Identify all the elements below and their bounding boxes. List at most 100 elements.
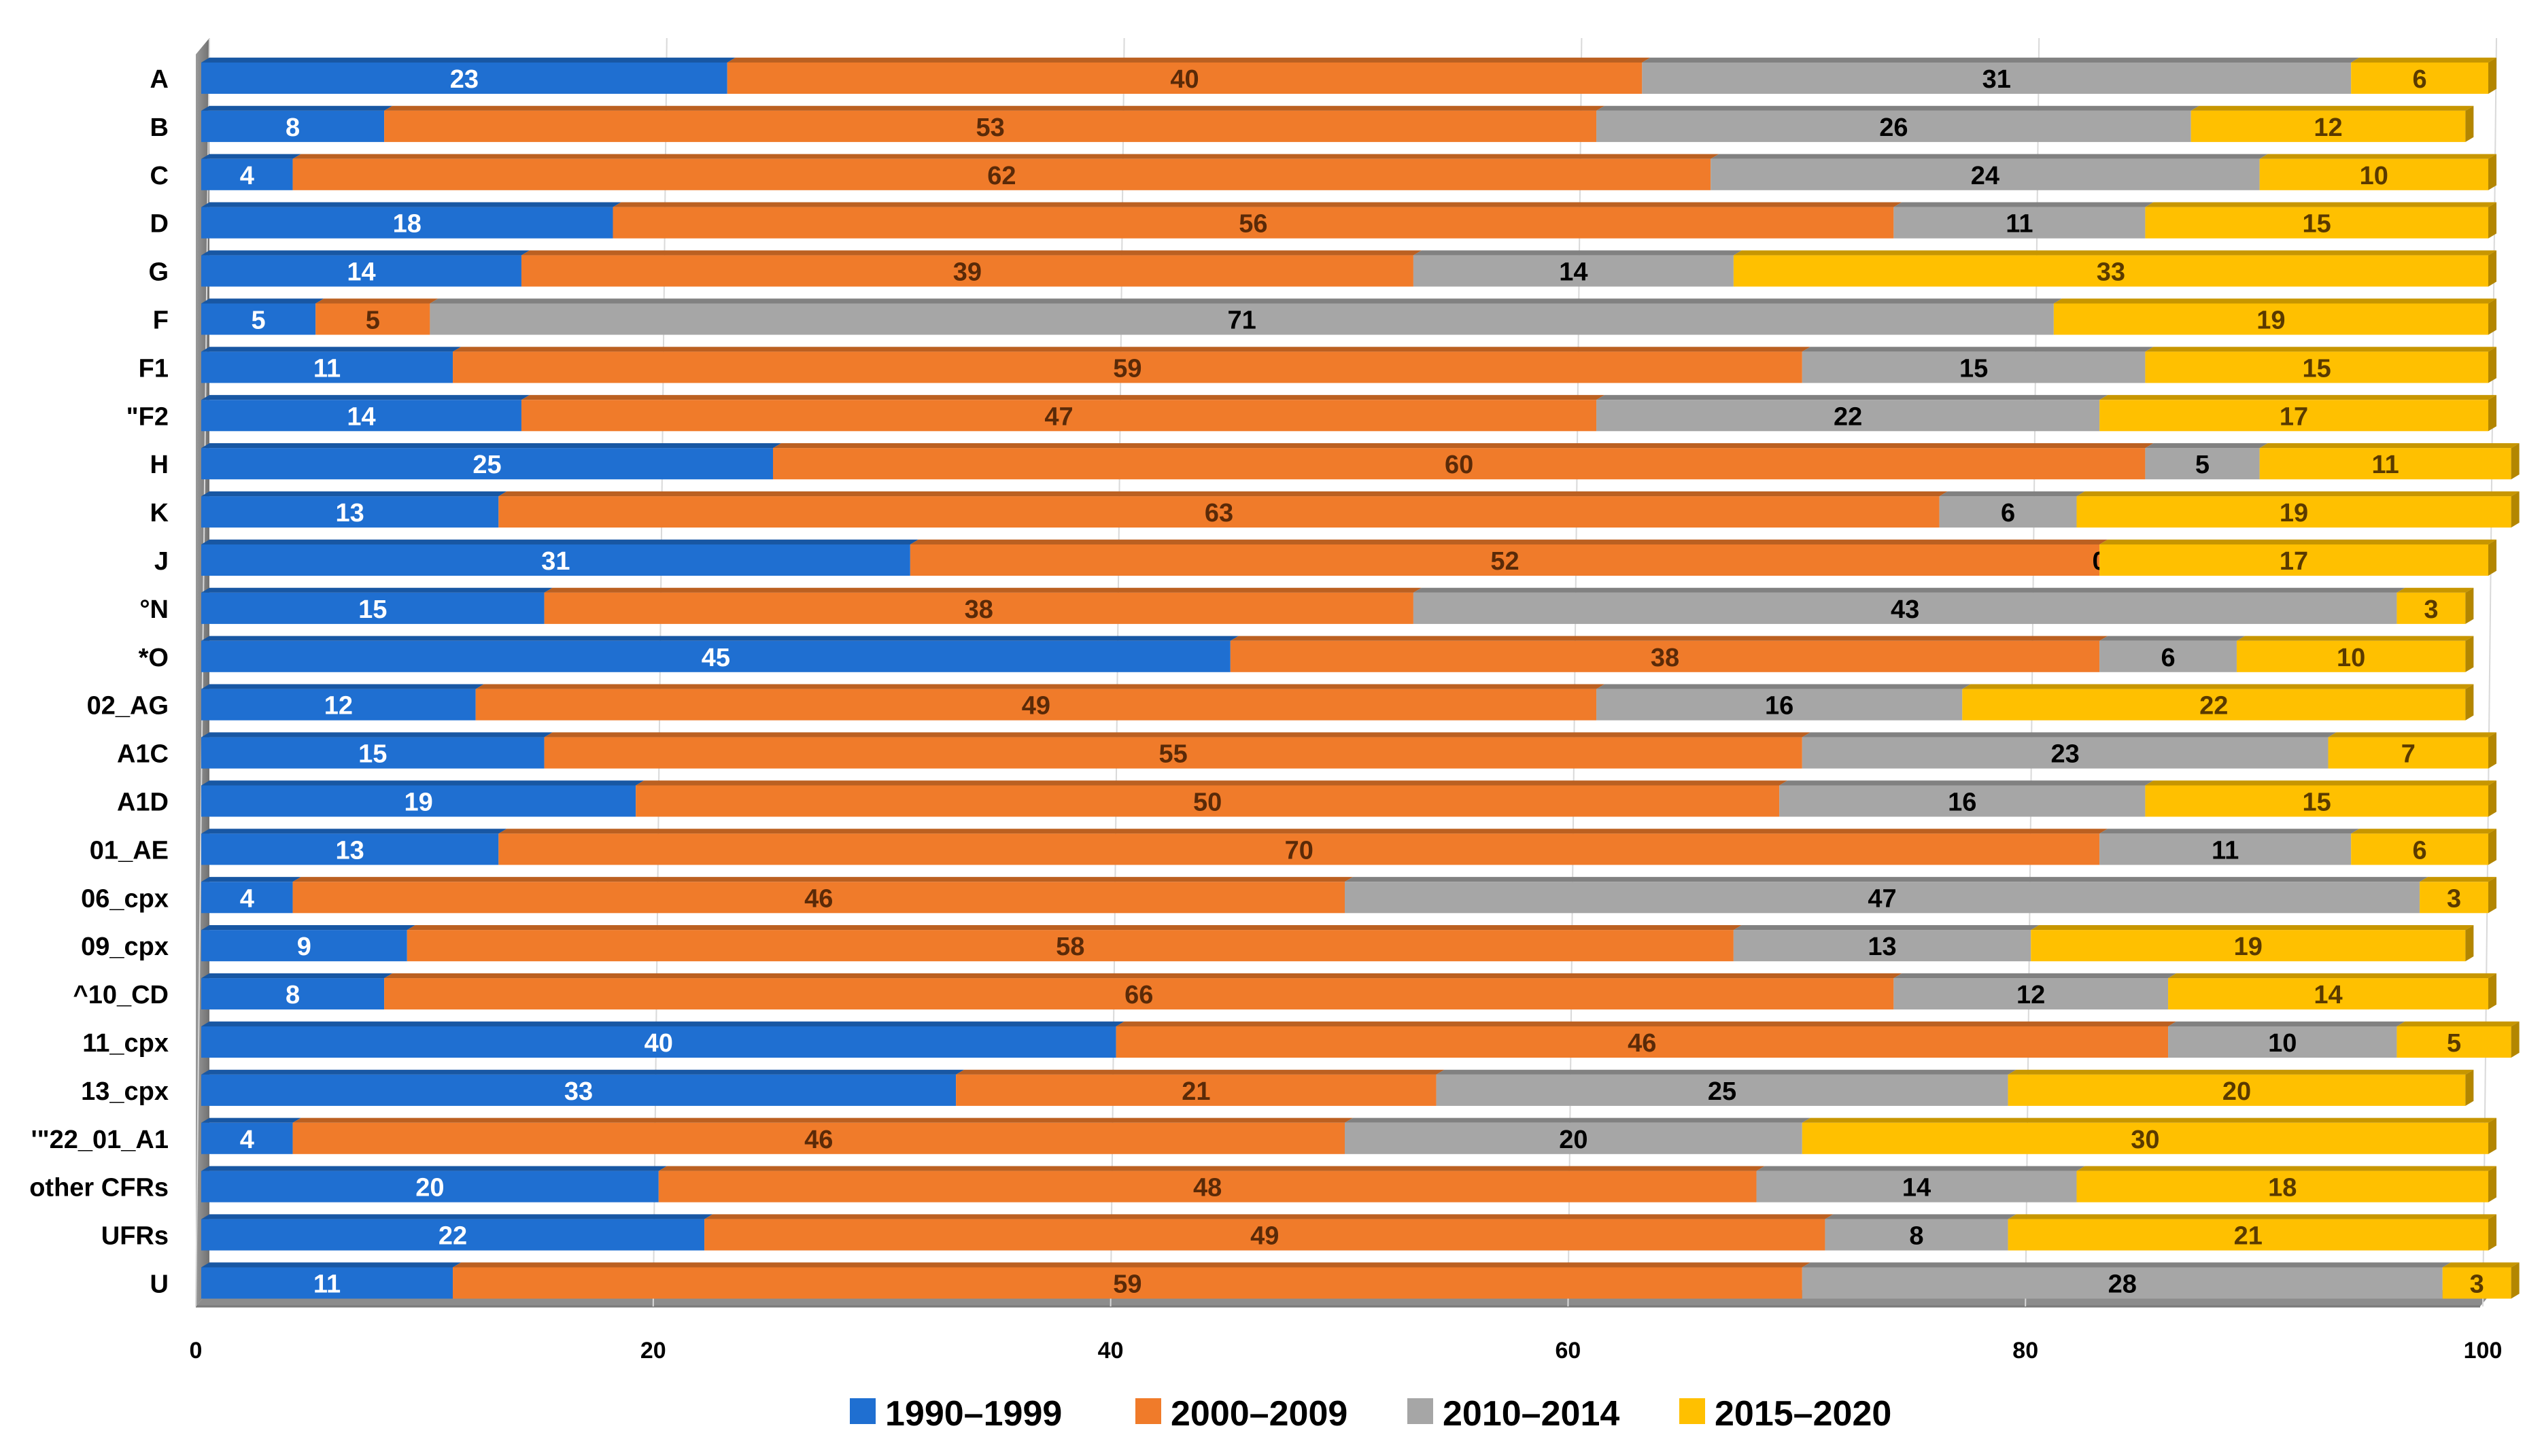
bar-top-2015-2020 [1802, 1117, 2496, 1123]
bar-top-2000-2009 [315, 298, 439, 304]
legend-swatch [1679, 1398, 1705, 1424]
bar-top-2010-2014 [1802, 1262, 2451, 1268]
data-label: 12 [324, 692, 353, 721]
data-label: 14 [2314, 981, 2342, 1009]
bar-segment-2010-2014 [2099, 640, 2237, 672]
bar-segment-1990-1999 [201, 1026, 1116, 1058]
bar-row-d: 18 56 11 15 [201, 202, 2496, 239]
bar-segment-2000-2009 [544, 592, 1413, 624]
bar-top-1990-1999 [201, 973, 393, 979]
data-label: 66 [1124, 981, 1153, 1009]
data-label: 11 [2372, 451, 2399, 479]
bar-row-g: 14 39 14 33 [201, 250, 2496, 287]
bar-row-02-ag: 12 49 16 22 [201, 684, 2474, 721]
bar-end-cap [2488, 154, 2496, 190]
bar-end-cap [2488, 1117, 2496, 1154]
y-category-label: H [150, 451, 169, 479]
bar-segment-2015-2020 [2053, 303, 2488, 335]
bar-top-2015-2020 [2099, 395, 2496, 400]
data-label: 9 [297, 933, 311, 961]
data-label: 58 [1056, 933, 1084, 961]
data-label: 6 [2161, 644, 2175, 672]
bar-top-1990-1999 [201, 684, 484, 689]
legend-label: 2010–2014 [1443, 1394, 1619, 1434]
data-label: 33 [564, 1077, 593, 1106]
data-label: 3 [2470, 1270, 2484, 1299]
bar-top-1990-1999 [201, 732, 553, 738]
bar-segment-1990-1999 [201, 544, 910, 576]
data-label: 23 [450, 65, 479, 94]
bar-end-cap [2465, 684, 2474, 721]
bar-row-09-cpx: 9 58 13 19 [201, 925, 2474, 962]
bar-top-2015-2020 [2191, 105, 2474, 111]
bar-segment-2000-2009 [384, 110, 1597, 142]
bar-segment-2015-2020 [2397, 592, 2466, 624]
bar-top-2010-2014 [1413, 250, 1742, 256]
bar-top-2015-2020 [2008, 1069, 2474, 1075]
data-label: 11 [2006, 210, 2033, 239]
bar-segment-2015-2020 [2397, 1026, 2511, 1058]
gridline-100 [2482, 37, 2497, 1307]
bar-segment-2010-2014 [1345, 882, 2420, 914]
bar-top-2015-2020 [2351, 57, 2496, 63]
data-label: 56 [1239, 210, 1267, 239]
bar-top-2010-2014 [1802, 347, 2154, 352]
y-category-label: F [153, 307, 169, 335]
bar-top-1990-1999 [201, 780, 645, 786]
bar-top-2000-2009 [544, 587, 1422, 593]
y-category-label: B [150, 114, 169, 142]
legend-swatch [1135, 1398, 1161, 1424]
bar-segment-2010-2014 [1802, 351, 2146, 383]
bar-top-1990-1999 [201, 154, 301, 159]
bar-segment-2000-2009 [636, 785, 1780, 817]
legend-label: 2000–2009 [1171, 1394, 1347, 1434]
bar-top-2010-2014 [1642, 57, 2360, 63]
bar-segment-1990-1999 [201, 303, 316, 335]
bar-top-1990-1999 [201, 1262, 462, 1268]
data-label: 20 [415, 1174, 444, 1202]
bar-segment-2015-2020 [2076, 1171, 2488, 1202]
bar-end-cap [2465, 636, 2474, 672]
bar-segment-2010-2014 [1596, 400, 2100, 432]
data-label: 5 [2195, 451, 2210, 479]
data-label: 59 [1113, 354, 1141, 383]
legend-swatch [1407, 1398, 1433, 1424]
bar-top-2000-2009 [407, 925, 1742, 931]
legend-item-1990-1999: 1990–1999 [850, 1394, 1062, 1434]
bar-top-2015-2020 [2168, 973, 2496, 979]
x-tick-label: 100 [2464, 1338, 2503, 1364]
bar-segment-2015-2020 [1962, 689, 2466, 721]
bar-segment-1990-1999 [201, 496, 499, 528]
bar-segment-2010-2014 [1893, 978, 2169, 1010]
y-category-label: 06_cpx [81, 884, 169, 913]
bar-end-cap [2488, 829, 2496, 865]
data-label: 62 [987, 162, 1016, 190]
bar-segment-2000-2009 [956, 1074, 1437, 1106]
x-tick-label: 0 [190, 1338, 203, 1364]
legend-item-2000-2009: 2000–2009 [1135, 1394, 1347, 1434]
data-label: 52 [1490, 547, 1519, 576]
bar-segment-2015-2020 [2442, 1267, 2511, 1299]
data-label: 33 [2097, 258, 2125, 287]
bar-segment-2010-2014 [1413, 592, 2397, 624]
bar-top-2015-2020 [2145, 347, 2496, 352]
bar-row-o: 45 38 6 10 [201, 636, 2474, 672]
y-category-label: '"22_01_A1 [31, 1126, 169, 1154]
y-category-label: F1 [139, 354, 169, 383]
data-label: 46 [1628, 1029, 1656, 1058]
bar-segment-2015-2020 [2259, 158, 2488, 190]
bar-segment-2010-2014 [1413, 255, 1734, 287]
data-label: 25 [1708, 1077, 1736, 1106]
data-label: 4 [240, 884, 254, 913]
bar-top-2000-2009 [292, 1117, 1353, 1123]
data-label: 39 [953, 258, 982, 287]
data-label: 50 [1193, 788, 1222, 817]
bar-row-n: 15 38 43 3 [201, 587, 2474, 624]
data-label: 21 [1182, 1077, 1210, 1106]
bar-segment-2010-2014 [1711, 158, 2260, 190]
data-label: 6 [2413, 836, 2427, 865]
bar-segment-2015-2020 [2420, 882, 2488, 914]
data-label: 12 [2016, 981, 2045, 1009]
